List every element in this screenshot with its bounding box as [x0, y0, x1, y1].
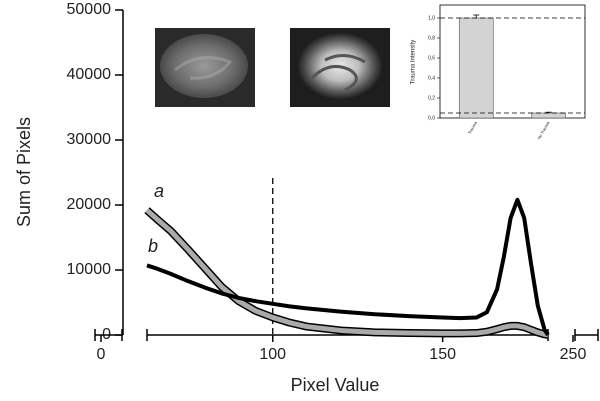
y-tick-label: 40000 [67, 66, 112, 83]
y-tick-label: 0,4 [428, 75, 435, 81]
y-tick-label: 1,0 [428, 15, 435, 21]
y-tick-label: 20000 [67, 196, 112, 213]
series-line [146, 198, 549, 336]
y-tick-label: 0,8 [428, 35, 435, 41]
x-tick-label: Trauma [467, 120, 479, 135]
series-label: b [148, 236, 158, 256]
y-tick-label: 30000 [67, 131, 112, 148]
x-tick-label: 250 [560, 346, 587, 363]
series-label: a [154, 181, 164, 201]
y-tick-label: 50000 [67, 1, 112, 18]
y-tick-label: 10000 [67, 261, 112, 278]
y-tick-label: 0,2 [428, 95, 435, 101]
x-tick-label: 150 [429, 346, 456, 363]
y-tick-label: 0,0 [428, 115, 435, 121]
x-axis-label: Pixel Value [291, 375, 380, 395]
x-tick-label: 100 [259, 346, 286, 363]
photo-right [290, 28, 390, 107]
bar [458, 17, 494, 119]
series-line [145, 208, 549, 338]
inset-y-label: Trauma Intensity [411, 40, 417, 84]
bar [531, 112, 567, 119]
y-axis-label: Sum of Pixels [14, 117, 34, 227]
y-tick-label: 0,6 [428, 55, 435, 61]
x-tick-label: No Trauma [536, 120, 551, 140]
photo-left [155, 28, 255, 107]
x-tick-label: 0 [97, 346, 106, 363]
